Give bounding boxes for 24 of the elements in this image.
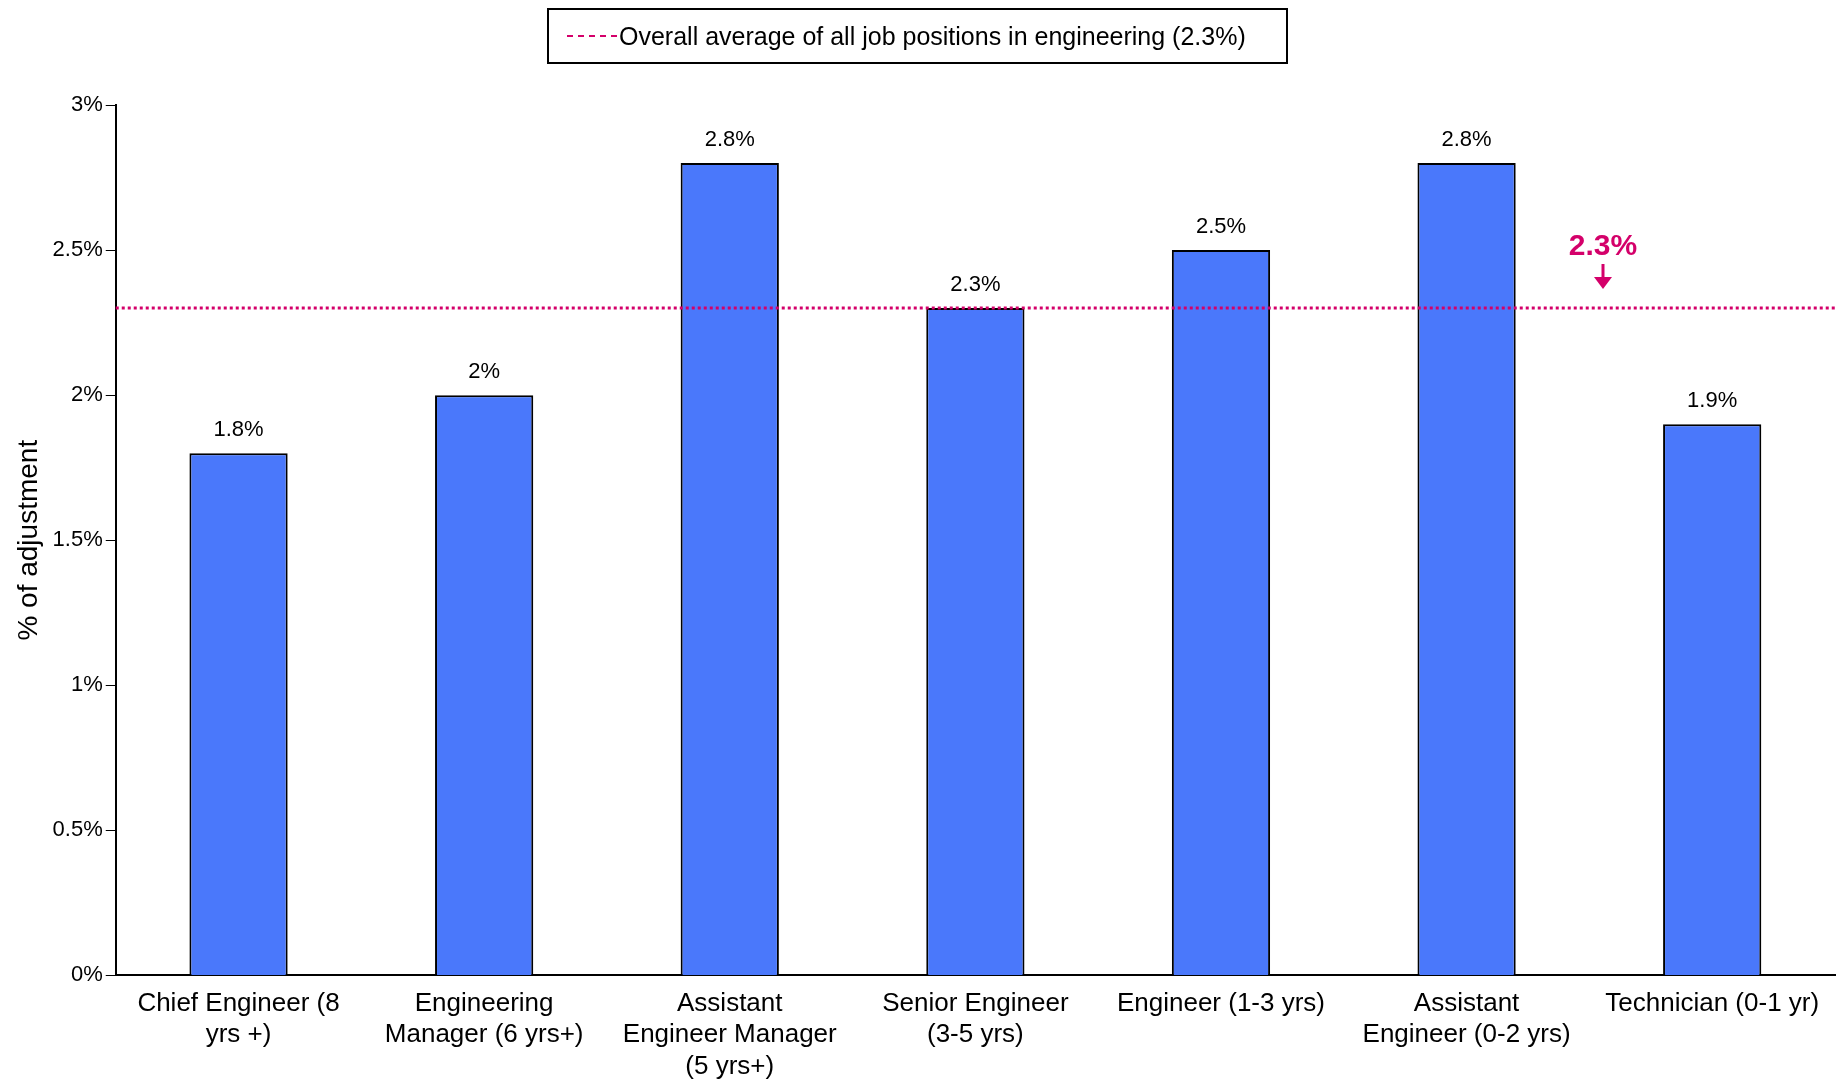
x-tick-label: Engineer (1-3 yrs) [1116,987,1326,1018]
data-label: 1.9% [1687,387,1738,413]
y-tick-label: 2.5% [52,236,103,262]
x-tick-label: Chief Engineer (8 yrs +) [137,987,340,1049]
data-label: 2.5% [1195,213,1247,239]
data-label: 2.8% [1441,126,1492,152]
y-tick-label: 1.5% [52,526,103,552]
x-tick-label: Technician (0-1 yr) [1605,987,1820,1018]
y-tick-label: 3% [70,91,103,117]
y-tick-label: 1% [70,671,103,697]
y-tick-label: 2% [70,381,103,407]
annotation: 2.3% [1568,228,1638,262]
x-tick-label: Senior Engineer (3-5 yrs) [882,987,1069,1049]
y-axis-title: % of adjustment [11,439,43,641]
x-tick-label: Assistant Engineer Manager (5 yrs+) [622,987,838,1080]
x-tick-label: Assistant Engineer (0-2 yrs) [1362,987,1571,1049]
x-tick-label: Engineering Manager (6 yrs+) [384,987,584,1049]
data-label: 1.8% [213,416,264,442]
data-label: 2% [468,358,501,384]
data-label: 2.3% [950,271,1001,297]
y-tick-label: 0% [70,961,103,987]
y-tick-label: 0.5% [52,816,103,842]
legend-label: Overall average of all job positions in engineering (2.3%) [619,21,1246,51]
data-label: 2.8% [704,126,755,152]
